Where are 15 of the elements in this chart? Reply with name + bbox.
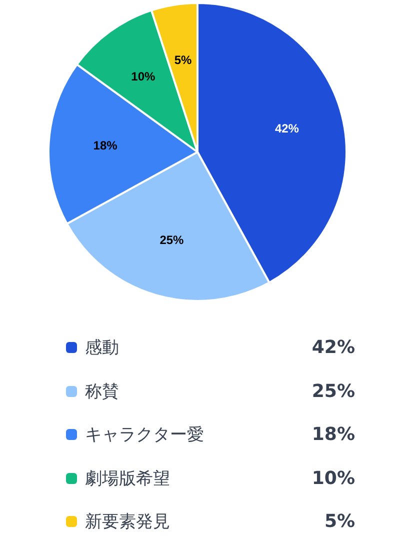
data-label: 18% [93, 138, 118, 153]
data-label: 10% [131, 70, 156, 84]
legend-label: 感動 [85, 337, 120, 360]
text: 18% [312, 424, 355, 446]
data-label: 42% [274, 121, 300, 136]
legend-label: 劇場版希望 [85, 468, 171, 490]
legend-label: 新要素発見 [85, 511, 171, 534]
text: 10% [312, 468, 355, 489]
text: 5% [324, 511, 355, 532]
text: 25% [312, 380, 355, 402]
data-label: 25% [160, 233, 184, 248]
legend-label: 称賛 [85, 380, 120, 403]
legend-label: キャラクター愛 [85, 424, 205, 446]
data-label: 5% [174, 53, 192, 68]
text: 42% [312, 337, 355, 358]
